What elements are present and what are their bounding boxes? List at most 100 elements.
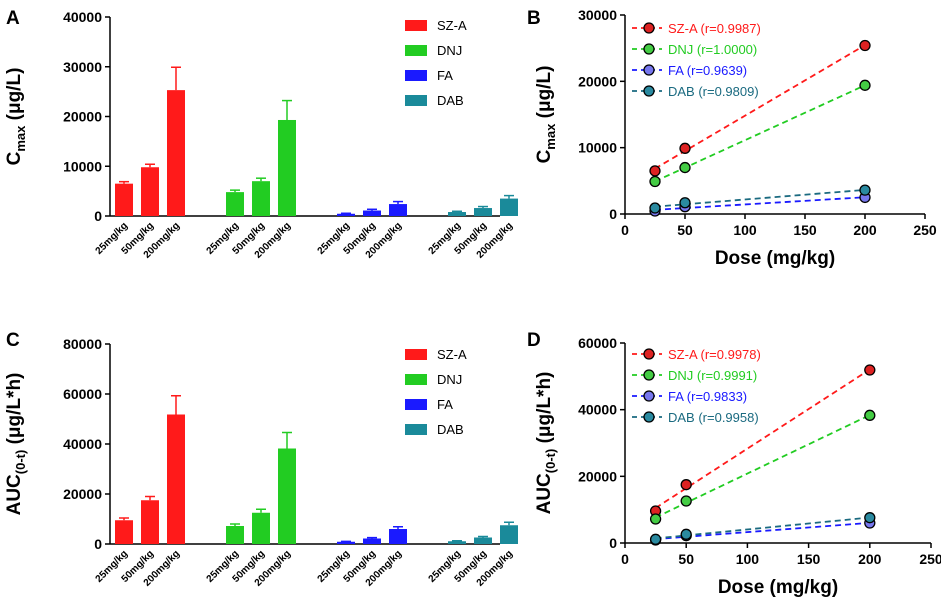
point-dnj: [649, 175, 661, 188]
y-tick-label: 60000: [63, 386, 102, 402]
legend-label-dnj: DNJ: [437, 372, 462, 387]
panel-b-scatter-chart: 0 10000 20000 30000 0 50 100 150 200 250 Dose (mg/…: [534, 7, 937, 269]
legend-marker-fa: [643, 64, 655, 76]
point-dnj: [680, 495, 692, 507]
legend-label-dnj: DNJ (r=0.9991): [668, 368, 757, 383]
x-tick-label: 100: [736, 551, 760, 567]
y-axis-title: Cmax (μg/L): [4, 68, 28, 166]
bar-fa: [389, 529, 407, 544]
point-dab: [859, 184, 871, 196]
point-dnj: [679, 161, 691, 174]
legend-swatch-fa: [405, 399, 427, 410]
legend-label-dab: DAB (r=0.9958): [668, 410, 759, 425]
legend-swatch-dnj: [405, 374, 427, 385]
point-dab: [649, 533, 662, 545]
legend-marker-dnj: [643, 369, 655, 381]
bar-fa: [337, 213, 355, 216]
y-tick-label: 10000: [578, 140, 617, 156]
bar-dab: [474, 537, 492, 544]
y-tick-label: 0: [609, 206, 617, 222]
legend-label-sz-a: SZ-A (r=0.9978): [668, 347, 761, 362]
bar-dnj: [252, 512, 270, 544]
legend-label-sz-a: SZ-A: [437, 347, 467, 362]
bar-dnj: [252, 181, 270, 216]
legend-swatch-dnj: [405, 45, 427, 56]
legend-swatch-fa: [405, 70, 427, 81]
x-tick-label: 50: [677, 222, 693, 238]
y-tick-label: 20000: [578, 468, 617, 484]
bar-dnj: [226, 526, 244, 544]
legend-marker-fa: [643, 390, 655, 402]
x-axis-title: Dose (mg/kg): [718, 577, 838, 598]
bar-sz-a: [167, 414, 185, 544]
x-tick-label: 250: [913, 222, 937, 238]
point-sz-a: [649, 165, 661, 177]
legend-label-fa: FA (r=0.9639): [668, 63, 747, 78]
point-dab: [864, 512, 876, 524]
y-tick-label: 20000: [63, 109, 102, 125]
x-tick-label: 200: [853, 222, 877, 238]
point-sz-a: [679, 142, 691, 154]
point-sz-a: [864, 364, 876, 376]
legend-swatch-sz-a: [405, 20, 427, 31]
point-dnj: [649, 513, 662, 525]
panel-label-b: B: [527, 8, 541, 29]
y-tick-label: 40000: [63, 9, 102, 25]
y-tick-label: 20000: [63, 486, 102, 502]
panel-d-scatter-chart: 0 20000 40000 60000 0 50 100 150 200 250 Dose (mg/…: [534, 335, 941, 598]
legend-label-fa: FA: [437, 397, 453, 412]
legend-swatch-dab: [405, 424, 427, 435]
y-axis-title: AUC(0-t) (μg/L*h): [534, 372, 558, 515]
legend-marker-sz-a: [643, 22, 655, 34]
legend-swatch-sz-a: [405, 349, 427, 360]
point-dab: [649, 202, 661, 214]
x-tick-label: 200: [858, 551, 882, 567]
x-tick-label: 250: [919, 551, 941, 567]
legend-label-fa: FA: [437, 68, 453, 83]
bar-dab: [448, 541, 466, 544]
bar-sz-a: [141, 500, 159, 544]
y-tick-label: 0: [94, 208, 102, 224]
bar-sz-a: [115, 183, 133, 216]
x-tick-label: 0: [621, 551, 629, 567]
bar-fa: [389, 204, 407, 216]
bar-sz-a: [115, 520, 133, 544]
x-tick-label: 150: [797, 551, 821, 567]
bar-dab: [500, 525, 518, 544]
legend-label-fa: FA (r=0.9833): [668, 389, 747, 404]
trendline-dnj: [654, 84, 866, 183]
y-axis-title: Cmax (μg/L): [534, 66, 558, 164]
point-dnj: [859, 79, 871, 91]
point-sz-a: [680, 479, 692, 491]
x-tick-label: 150: [793, 222, 817, 238]
y-axis-title: AUC(0-t) (μg/L*h): [4, 373, 28, 516]
legend-marker-dab: [643, 411, 655, 423]
point-dab: [680, 528, 692, 540]
bar-dab: [448, 212, 466, 216]
bar-fa: [363, 210, 381, 216]
legend-marker-sz-a: [643, 348, 655, 360]
legend-label-dab: DAB: [437, 93, 464, 108]
panel-label-d: D: [527, 330, 541, 351]
x-tick-label: 0: [621, 222, 629, 238]
legend-label-sz-a: SZ-A: [437, 18, 467, 33]
bar-dab: [474, 208, 492, 216]
bar-sz-a: [167, 90, 185, 216]
legend-label-sz-a: SZ-A (r=0.9987): [668, 21, 761, 36]
y-tick-label: 80000: [63, 336, 102, 352]
bar-sz-a: [141, 167, 159, 216]
bar-dab: [500, 198, 518, 216]
bar-dnj: [278, 119, 296, 216]
legend-label-dnj: DNJ (r=1.0000): [668, 42, 757, 57]
point-sz-a: [859, 39, 871, 52]
y-tick-label: 20000: [578, 73, 617, 89]
x-tick-label: 100: [733, 222, 757, 238]
y-tick-label: 0: [94, 536, 102, 552]
y-tick-label: 40000: [578, 402, 617, 418]
x-tick-label: 50: [678, 551, 694, 567]
legend-swatch-dab: [405, 95, 427, 106]
point-dab: [679, 197, 691, 209]
y-tick-label: 30000: [63, 59, 102, 75]
